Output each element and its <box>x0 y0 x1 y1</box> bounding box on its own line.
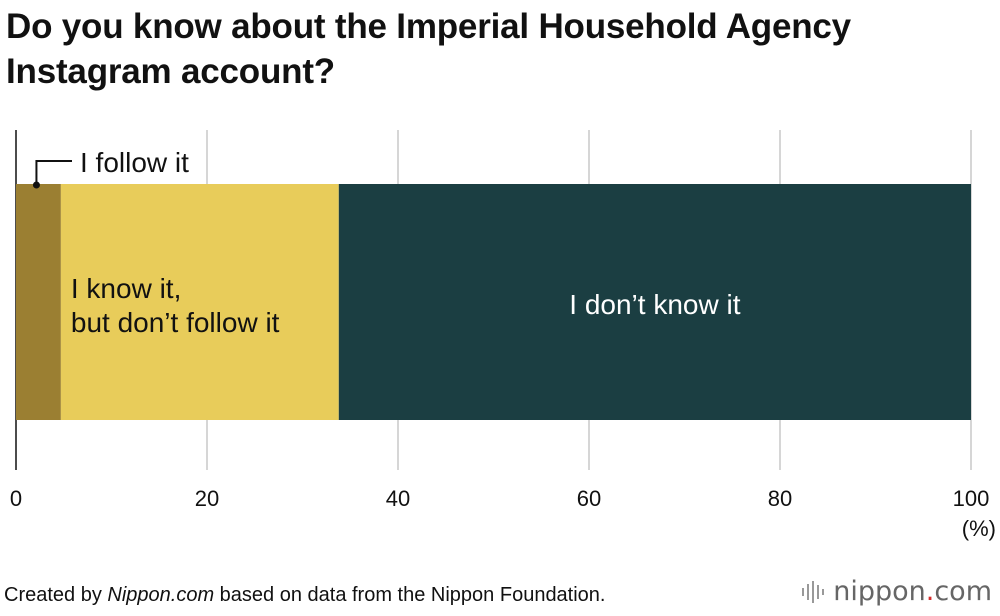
segment-label-3: I don’t know it <box>569 289 740 320</box>
segment-label-1: I follow it <box>80 147 189 178</box>
callout-dot <box>32 181 40 189</box>
segment-label-2-line-2: but don’t follow it <box>71 307 280 338</box>
bar-segment-1 <box>16 184 61 420</box>
tick-label-20: 20 <box>195 486 219 511</box>
stacked-bar-chart: I follow it I know it, but don’t follow it… <box>10 130 996 541</box>
x-axis-unit-label: (%) <box>962 516 996 541</box>
brand-dot: . <box>925 576 935 607</box>
brand-name: nippon <box>833 576 926 607</box>
tick-label-80: 80 <box>768 486 792 511</box>
segment-labels: I follow it I know it, but don’t follow it… <box>32 147 741 338</box>
segment-label-2-line-1: I know it, <box>71 273 181 304</box>
bar-segment-2 <box>60 184 339 420</box>
callout-leader-line <box>35 160 72 185</box>
brand-tld: com <box>934 576 992 607</box>
segment-label-2: I know it, but don’t follow it <box>71 273 280 338</box>
tick-label-40: 40 <box>386 486 410 511</box>
source-suffix: based on data from the Nippon Foundation… <box>214 584 606 606</box>
tick-labels: 0 20 40 60 80 100 <box>10 486 989 511</box>
tick-label-60: 60 <box>577 486 601 511</box>
bar-segments <box>16 184 971 420</box>
brand-logo: nippon.com <box>801 576 992 608</box>
tick-label-100: 100 <box>953 486 990 511</box>
source-note: Created by Nippon.com based on data from… <box>4 582 606 608</box>
source-name: Nippon.com <box>107 584 215 606</box>
source-prefix: Created by <box>4 584 108 606</box>
bar-segment-3 <box>338 184 971 420</box>
tick-label-0: 0 <box>10 486 22 511</box>
chart-title: Do you know about the Imperial Household… <box>6 7 851 91</box>
sound-wave-icon <box>802 581 825 603</box>
